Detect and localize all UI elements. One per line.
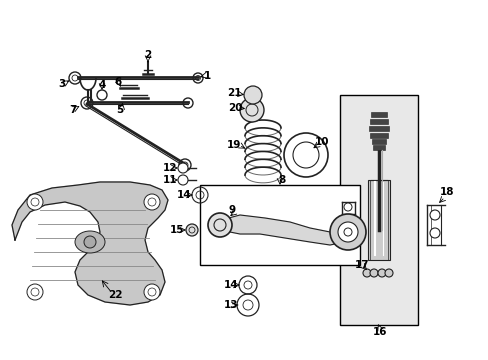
Circle shape [329,214,365,250]
Circle shape [178,163,187,173]
Bar [372,145,384,150]
Bar [371,139,385,144]
Text: 20: 20 [227,103,242,113]
Text: 16: 16 [372,327,386,337]
Circle shape [143,284,160,300]
Bar [369,119,387,124]
Circle shape [429,228,439,238]
Bar [370,112,386,117]
Text: 14: 14 [223,280,238,290]
Bar [339,95,417,325]
Text: 21: 21 [226,88,241,98]
Text: 22: 22 [107,290,122,300]
Circle shape [84,236,96,248]
Text: 6: 6 [114,77,122,87]
Bar [367,180,389,260]
Text: 17: 17 [354,260,368,270]
Text: 13: 13 [224,300,238,310]
Text: 3: 3 [58,79,65,89]
Text: 5: 5 [116,105,123,115]
Circle shape [244,86,262,104]
Text: 14: 14 [176,190,191,200]
Circle shape [369,269,377,277]
Polygon shape [12,182,168,305]
Text: 4: 4 [98,80,105,90]
Circle shape [429,210,439,220]
Text: 18: 18 [439,187,453,197]
Text: 15: 15 [169,225,184,235]
Text: 19: 19 [226,140,241,150]
Circle shape [185,224,198,236]
Text: 12: 12 [163,163,177,173]
Text: 2: 2 [144,50,151,60]
Bar [369,133,387,138]
Circle shape [27,284,43,300]
Circle shape [337,222,357,242]
Circle shape [27,194,43,210]
Circle shape [207,213,231,237]
Circle shape [343,203,351,211]
Ellipse shape [75,231,105,253]
Polygon shape [224,215,345,245]
Circle shape [143,194,160,210]
Circle shape [377,269,385,277]
Circle shape [384,269,392,277]
Bar [368,126,388,131]
Circle shape [178,175,187,185]
Text: 1: 1 [203,71,210,81]
Text: 7: 7 [69,105,77,115]
Text: 11: 11 [163,175,177,185]
Text: 9: 9 [228,205,235,215]
Text: 8: 8 [278,175,285,185]
Circle shape [240,98,264,122]
Bar [200,185,359,265]
Text: 10: 10 [314,137,328,147]
Circle shape [362,269,370,277]
